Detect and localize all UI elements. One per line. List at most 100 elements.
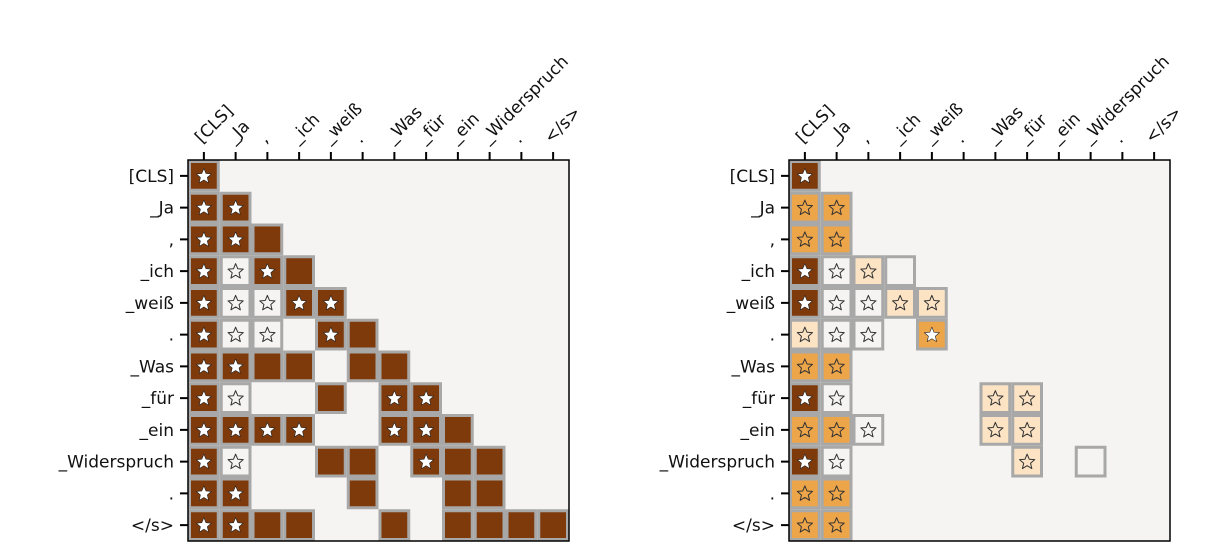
x-tick-label: </s>	[1141, 103, 1186, 148]
filled-star-marker	[227, 231, 244, 247]
heatmap-cell	[789, 509, 821, 541]
filled-star-marker	[386, 390, 403, 406]
star-layer	[796, 168, 1036, 533]
x-tick-label: </s>	[540, 103, 585, 148]
heatmap-cell	[283, 350, 315, 383]
y-tick-label: .	[770, 484, 775, 504]
heatmap-cell	[852, 414, 885, 446]
heatmap-cell	[1011, 414, 1043, 446]
x-tick-label: _ich	[887, 110, 925, 148]
hollow-star-marker	[1019, 390, 1036, 406]
filled-star-marker	[259, 263, 276, 279]
filled-star-marker	[418, 453, 435, 469]
heatmap-cell	[188, 509, 220, 541]
heatmap-cell	[852, 287, 885, 319]
x-tick-label: ,	[255, 130, 273, 148]
x-tick-label: .	[509, 130, 527, 148]
filled-star-marker	[195, 263, 212, 279]
hollow-star-marker	[1019, 421, 1036, 438]
heatmap-cell	[820, 509, 853, 541]
heatmap-cell	[473, 509, 506, 541]
hollow-star-marker	[860, 326, 877, 343]
filled-star-marker	[227, 199, 244, 215]
heatmap-cell	[916, 287, 948, 319]
filled-star-marker	[322, 326, 339, 342]
y-tick-label: _Widerspruch	[58, 453, 174, 473]
heatmap-cell	[789, 350, 821, 383]
filled-star-marker	[291, 422, 308, 438]
x-tick-label: _Was	[982, 103, 1028, 149]
filled-star-marker	[195, 326, 212, 342]
hollow-star-marker	[227, 326, 244, 343]
heatmap-cell	[820, 350, 853, 383]
hollow-star-marker	[828, 421, 845, 438]
heatmap-cell	[789, 191, 821, 224]
heatmap-cell	[219, 350, 252, 383]
filled-star-marker	[195, 231, 212, 247]
hollow-star-marker	[227, 294, 244, 311]
heatmap-cell	[916, 318, 948, 351]
y-tick-label: </s>	[732, 516, 775, 536]
filled-star-marker	[227, 422, 244, 438]
filled-star-marker	[195, 168, 212, 184]
heatmap-cell	[820, 477, 853, 510]
heatmap-cell	[188, 477, 220, 510]
y-tick-label: _Was	[130, 357, 175, 377]
y-tick-label: _Widerspruch	[659, 453, 775, 473]
y-tick-label: ,	[770, 230, 775, 250]
heatmap-cell	[251, 509, 284, 541]
y-tick-label: </s>	[131, 516, 174, 536]
filled-star-marker	[796, 263, 813, 279]
heatmap-cell	[315, 382, 347, 414]
filled-star-marker	[195, 358, 212, 374]
x-tick-label: .	[1110, 130, 1128, 148]
hollow-star-marker	[796, 326, 813, 343]
hollow-star-marker	[796, 485, 813, 501]
y-tick-label: _für	[742, 389, 775, 409]
heatmap-cell	[251, 287, 284, 319]
hollow-star-marker	[923, 294, 940, 311]
heatmap-cell	[820, 445, 853, 478]
y-tick-label: .	[770, 326, 775, 346]
hollow-star-marker	[796, 199, 813, 216]
heatmap-cell	[820, 287, 853, 319]
hollow-star-marker	[828, 453, 845, 470]
heatmap-cell	[1011, 445, 1043, 478]
heatmap-cell	[789, 318, 821, 351]
x-tick-label: .	[350, 130, 368, 148]
filled-star-marker	[259, 422, 276, 438]
heatmap-cell	[1074, 445, 1107, 478]
heatmap-cell	[442, 414, 474, 446]
heatmap-cell	[789, 414, 821, 446]
hollow-star-marker	[227, 453, 244, 470]
cell-layer	[188, 160, 569, 541]
heatmap-cell	[442, 509, 474, 541]
heatmap-cell	[410, 382, 442, 414]
heatmap-cell	[346, 477, 379, 510]
hollow-star-marker	[1019, 453, 1036, 470]
heatmap-cell	[283, 255, 315, 287]
heatmap-cell	[219, 318, 252, 351]
y-tick-label: [CLS]	[730, 167, 775, 187]
filled-star-marker	[796, 390, 813, 406]
heatmap-cell	[789, 445, 821, 478]
filled-star-marker	[291, 295, 308, 311]
filled-star-marker	[195, 295, 212, 311]
filled-star-marker	[195, 422, 212, 438]
heatmap-cell	[219, 255, 252, 287]
heatmap-cell	[884, 287, 916, 319]
hollow-star-marker	[892, 294, 909, 311]
hollow-star-marker	[987, 421, 1004, 438]
heatmap-cell	[251, 318, 284, 351]
heatmap-cell	[251, 350, 284, 383]
heatmap-panel-1: [CLS][CLS]_Ja_Ja,,_ich_ich_weiß_weiß.._W…	[58, 52, 585, 542]
heatmap-cell	[1011, 382, 1043, 414]
y-tick-label: [CLS]	[129, 167, 174, 187]
y-tick-label: _ein	[139, 421, 174, 441]
y-tick-label: _Ja	[750, 199, 775, 219]
heatmap-cell	[283, 509, 315, 541]
heatmap-cell	[820, 318, 853, 351]
heatmap-cell	[315, 318, 347, 351]
